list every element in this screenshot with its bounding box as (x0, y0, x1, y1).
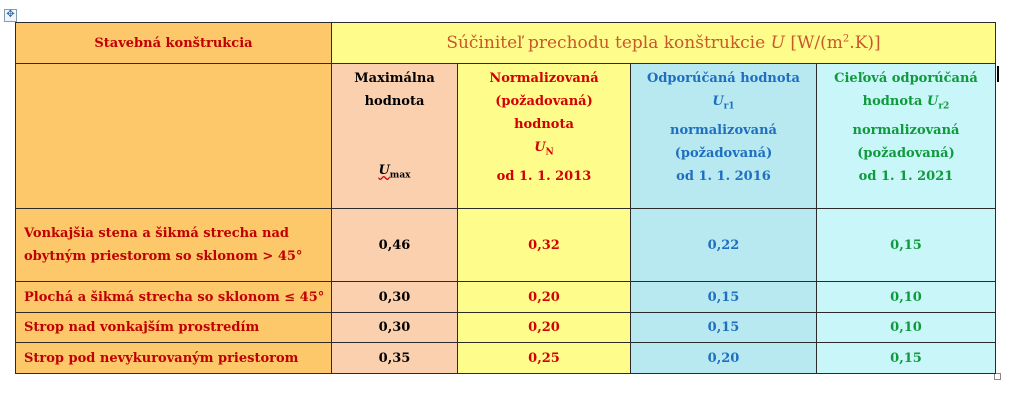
row-label: Strop pod nevykurovaným priestorom (15, 342, 332, 374)
col-tgt-line4: (požadovaná) (857, 145, 955, 161)
col-max-line2: hodnota (364, 94, 425, 109)
col-tgt-date: od 1. 1. 2021 (858, 168, 954, 184)
col-tgt-symbol-u: U (926, 94, 939, 109)
cell-norm: 0,25 (457, 342, 631, 374)
cell-norm: 0,20 (457, 281, 631, 313)
corner-header: Stavebná konštrukcia (15, 22, 332, 64)
col-tgt-line2: hodnota Ur2 (817, 90, 995, 119)
cell-tgt: 0,10 (816, 312, 996, 343)
cell-max: 0,46 (331, 208, 458, 282)
row-label-line2: obytným priestorom so sklonom > 45° (24, 249, 303, 264)
col-norm-date: od 1. 1. 2013 (496, 168, 592, 184)
table-row: Vonkajšia stena a šikmá strecha nad obytn… (15, 208, 996, 282)
cell-norm: 0,20 (457, 312, 631, 343)
col-norm-symbol: UN (458, 136, 630, 165)
col-tgt-line1: Cieľová odporúčaná (834, 71, 978, 86)
col-tgt-line3: normalizovaná (852, 122, 960, 138)
col-header-max: Maximálna hodnota Umax (331, 63, 458, 209)
cell-max: 0,30 (331, 281, 458, 313)
cell-rec: 0,20 (630, 342, 817, 374)
col-tgt-symbol-sub: r2 (938, 101, 950, 112)
col-tgt-line2-prefix: hodnota (862, 94, 927, 109)
table-row: Strop nad vonkajším prostredím 0,30 0,20… (15, 312, 996, 343)
title-unit-prefix: [W/(m (784, 33, 843, 53)
title-symbol: U (770, 33, 785, 53)
cell-tgt: 0,15 (816, 342, 996, 374)
title-unit-exp: 2 (842, 33, 850, 45)
header-label-blank (15, 63, 332, 209)
cell-norm: 0,32 (457, 208, 631, 282)
col-rec-line2: normalizovaná (670, 122, 777, 138)
col-rec-line1: Odporúčaná hodnota (647, 71, 800, 86)
table-move-handle[interactable]: ✥ (4, 9, 17, 22)
col-max-symbol: Umax (332, 159, 457, 188)
row-label: Plochá a šikmá strecha so sklonom ≤ 45° (15, 281, 332, 313)
cell-max: 0,35 (331, 342, 458, 374)
cell-rec: 0,15 (630, 312, 817, 343)
col-rec-line3: (požadovaná) (674, 145, 773, 161)
col-norm-line2: (požadovaná) (495, 94, 593, 109)
col-rec-date: od 1. 1. 2016 (676, 168, 771, 184)
cell-rec: 0,15 (630, 281, 817, 313)
col-max-line1: Maximálna (354, 71, 435, 86)
row-label-line1: Vonkajšia stena a šikmá strecha nad (24, 226, 289, 241)
col-header-rec: Odporúčaná hodnota Ur1 normalizovaná (po… (630, 63, 817, 209)
table-title: Súčiniteľ prechodu tepla konštrukcie U [… (331, 22, 996, 64)
col-norm-symbol-sub: N (545, 147, 554, 158)
col-norm-line1: Normalizovaná (489, 71, 599, 86)
col-rec-symbol-u: U (712, 94, 724, 109)
cell-tgt: 0,10 (816, 281, 996, 313)
col-norm-symbol-u: U (534, 140, 546, 155)
u-value-table: Stavebná konštrukcia Súčiniteľ prechodu … (15, 22, 996, 374)
col-rec-symbol-sub: r1 (723, 101, 735, 112)
cell-max: 0,30 (331, 312, 458, 343)
col-max-symbol-sub: max (389, 170, 411, 181)
table-row: Strop pod nevykurovaným priestorom 0,35 … (15, 342, 996, 374)
title-unit-suffix: .K)] (849, 33, 881, 53)
table-resize-handle[interactable] (994, 373, 1001, 380)
title-text: Súčiniteľ prechodu tepla konštrukcie (446, 33, 771, 53)
col-max-symbol-u: U (378, 163, 390, 178)
row-label: Vonkajšia stena a šikmá strecha nad obytn… (15, 208, 332, 282)
table-row: Plochá a šikmá strecha so sklonom ≤ 45° … (15, 281, 996, 313)
col-rec-symbol: Ur1 (631, 90, 816, 119)
text-cursor (997, 66, 999, 82)
row-label: Strop nad vonkajším prostredím (15, 312, 332, 343)
cell-tgt: 0,15 (816, 208, 996, 282)
cell-rec: 0,22 (630, 208, 817, 282)
col-header-tgt: Cieľová odporúčaná hodnota Ur2 normalizo… (816, 63, 996, 209)
col-norm-line3: hodnota (514, 117, 574, 132)
col-header-norm: Normalizovaná (požadovaná) hodnota UN od… (457, 63, 631, 209)
